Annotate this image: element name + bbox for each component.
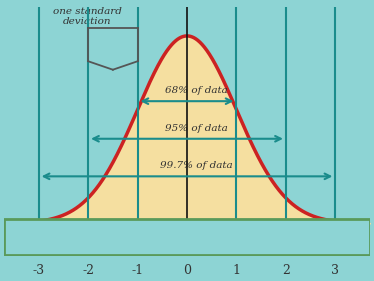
Text: 68% of data: 68% of data [165, 86, 227, 95]
Text: one standard
deviation: one standard deviation [53, 7, 122, 26]
Text: 95% of data: 95% of data [165, 124, 227, 133]
Text: 99.7% of data: 99.7% of data [160, 161, 232, 170]
FancyBboxPatch shape [4, 219, 370, 255]
